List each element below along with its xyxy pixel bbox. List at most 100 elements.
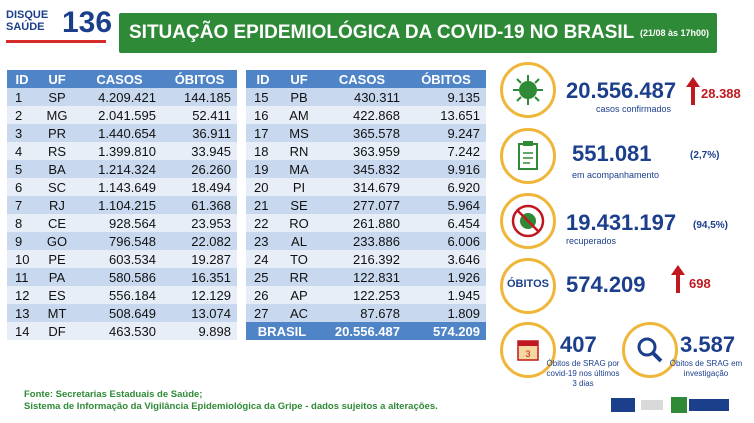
total-deaths: 574.209 [406, 322, 486, 340]
row-cases: 87.678 [318, 304, 406, 322]
col-cases: CASOS [318, 70, 406, 88]
table-row: 21 SE 277.077 5.964 [246, 196, 486, 214]
col-cases: CASOS [77, 70, 162, 88]
table-row: 5 BA 1.214.324 26.260 [7, 160, 237, 178]
table-row: 25 RR 122.831 1.926 [246, 268, 486, 286]
title-bar: SITUAÇÃO EPIDEMIOLÓGICA DA COVID-19 NO B… [119, 13, 717, 53]
row-deaths: 13.651 [406, 106, 486, 124]
deaths-label: ÓBITOS [507, 278, 549, 290]
row-uf: DF [37, 322, 77, 340]
row-cases: 463.530 [77, 322, 162, 340]
row-deaths: 9.916 [406, 160, 486, 178]
row-uf: AL [280, 232, 318, 250]
deaths-badge: ÓBITOS [500, 258, 556, 314]
total-label: BRASIL [246, 322, 318, 340]
row-id: 19 [246, 160, 280, 178]
row-uf: RR [280, 268, 318, 286]
row-cases: 1.143.649 [77, 178, 162, 196]
row-uf: MA [280, 160, 318, 178]
row-deaths: 16.351 [162, 268, 237, 286]
table-row: 24 TO 216.392 3.646 [246, 250, 486, 268]
row-id: 3 [7, 124, 37, 142]
srag-deaths-value: 407 [560, 332, 597, 357]
row-uf: RJ [37, 196, 77, 214]
row-deaths: 5.964 [406, 196, 486, 214]
row-deaths: 9.247 [406, 124, 486, 142]
row-uf: SC [37, 178, 77, 196]
row-deaths: 1.809 [406, 304, 486, 322]
row-id: 26 [246, 286, 280, 304]
table-row: 9 GO 796.548 22.082 [7, 232, 237, 250]
virus-icon [500, 62, 556, 118]
col-deaths: ÓBITOS [162, 70, 237, 88]
row-uf: MG [37, 106, 77, 124]
srag-investigation-value: 3.587 [680, 332, 736, 357]
monitoring-caption: em acompanhamento [572, 170, 660, 180]
srag-investigation-caption: Óbitos de SRAG em investigação [669, 359, 743, 378]
row-uf: RS [37, 142, 77, 160]
row-id: 6 [7, 178, 37, 196]
row-cases: 216.392 [318, 250, 406, 268]
row-id: 1 [7, 88, 37, 106]
table-row: 22 RO 261.880 6.454 [246, 214, 486, 232]
row-uf: RN [280, 142, 318, 160]
row-id: 8 [7, 214, 37, 232]
table-row: 16 AM 422.868 13.651 [246, 106, 486, 124]
row-deaths: 36.911 [162, 124, 237, 142]
table-row: 8 CE 928.564 23.953 [7, 214, 237, 232]
row-cases: 508.649 [77, 304, 162, 322]
table-row: 4 RS 1.399.810 33.945 [7, 142, 237, 160]
row-cases: 603.534 [77, 250, 162, 268]
row-cases: 365.578 [318, 124, 406, 142]
row-deaths: 7.242 [406, 142, 486, 160]
row-cases: 430.311 [318, 88, 406, 106]
row-uf: AM [280, 106, 318, 124]
table-row: 1 SP 4.209.421 144.185 [7, 88, 237, 106]
row-id: 23 [246, 232, 280, 250]
row-uf: AC [280, 304, 318, 322]
row-cases: 314.679 [318, 178, 406, 196]
table-row: 7 RJ 1.104.215 61.368 [7, 196, 237, 214]
row-uf: SP [37, 88, 77, 106]
row-id: 17 [246, 124, 280, 142]
row-id: 12 [7, 286, 37, 304]
magnifier-icon [622, 322, 678, 378]
arrow-up-icon [671, 265, 685, 293]
row-id: 10 [7, 250, 37, 268]
arrow-up-icon [686, 77, 700, 105]
row-deaths: 9.135 [406, 88, 486, 106]
row-uf: BA [37, 160, 77, 178]
deaths-value: 574.209 [566, 272, 646, 297]
table-row: 19 MA 345.832 9.916 [246, 160, 486, 178]
row-id: 13 [7, 304, 37, 322]
row-id: 24 [246, 250, 280, 268]
row-deaths: 52.411 [162, 106, 237, 124]
row-id: 25 [246, 268, 280, 286]
total-cases: 20.556.487 [318, 322, 406, 340]
logo-underline [6, 40, 106, 43]
table-row: 10 PE 603.534 19.287 [7, 250, 237, 268]
table-row: 23 AL 233.886 6.006 [246, 232, 486, 250]
table-row: 14 DF 463.530 9.898 [7, 322, 237, 340]
table-row: 15 PB 430.311 9.135 [246, 88, 486, 106]
row-uf: RO [280, 214, 318, 232]
row-uf: PR [37, 124, 77, 142]
no-virus-icon [500, 193, 556, 249]
total-row: BRASIL 20.556.487 574.209 [246, 322, 486, 340]
row-uf: TO [280, 250, 318, 268]
table-row: 17 MS 365.578 9.247 [246, 124, 486, 142]
row-cases: 1.440.654 [77, 124, 162, 142]
row-id: 2 [7, 106, 37, 124]
row-id: 15 [246, 88, 280, 106]
row-uf: PE [37, 250, 77, 268]
table-row: 18 RN 363.959 7.242 [246, 142, 486, 160]
col-deaths: ÓBITOS [406, 70, 486, 88]
col-id: ID [7, 70, 37, 88]
confirmed-new: 28.388 [701, 86, 741, 101]
row-deaths: 22.082 [162, 232, 237, 250]
row-cases: 556.184 [77, 286, 162, 304]
row-cases: 1.214.324 [77, 160, 162, 178]
col-uf: UF [37, 70, 77, 88]
confirmed-caption: casos confirmados [596, 104, 672, 114]
row-id: 16 [246, 106, 280, 124]
